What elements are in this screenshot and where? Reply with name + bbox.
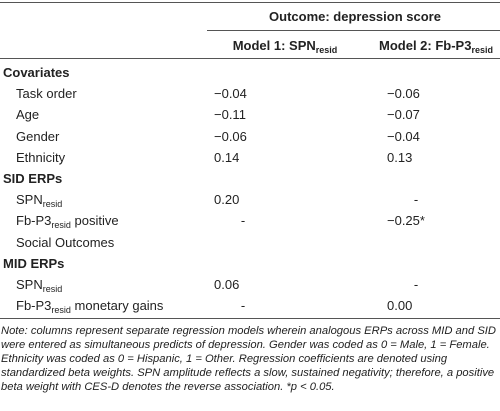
table-bottom-rule xyxy=(0,318,500,319)
cell-value: 0.06 xyxy=(214,277,240,292)
header-rule xyxy=(207,30,500,31)
cell-value: −0.25* xyxy=(387,213,425,229)
cell-value: - xyxy=(413,277,419,292)
row-label: Ethnicity xyxy=(16,149,66,165)
row-label: Task order xyxy=(16,86,77,102)
label-subscript: resid xyxy=(471,45,493,55)
header-title: Outcome: depression score xyxy=(269,9,441,24)
column-header: Model 1: SPNresid xyxy=(205,38,365,55)
cell-value: −0.11 xyxy=(214,107,246,123)
label-text: Fb-P3 xyxy=(16,298,52,314)
label-suffix: positive xyxy=(70,213,119,229)
row-label: Fb-P3resid positive xyxy=(16,213,119,231)
label-subscript: resid xyxy=(42,284,63,294)
row-label: Gender xyxy=(16,128,60,144)
group-label: MID ERPs xyxy=(3,255,65,271)
cell-value: - xyxy=(240,213,246,229)
cell-value: 0.20 xyxy=(214,192,240,208)
cell-value: −0.06 xyxy=(214,128,247,144)
row-label: Fb-P3resid monetary gains xyxy=(16,298,164,316)
label-subscript: resid xyxy=(51,305,71,316)
label-text: SPN xyxy=(16,277,43,292)
label-subscript: resid xyxy=(51,220,71,231)
label-text: Model 2: Fb-P3 xyxy=(379,38,472,53)
cell-value: - xyxy=(240,298,246,314)
cell-value: - xyxy=(413,192,419,208)
label-suffix: monetary gains xyxy=(70,298,164,314)
row-label: Age xyxy=(16,107,40,123)
label-text: SPN xyxy=(16,192,43,208)
label-subscript: resid xyxy=(315,45,338,55)
cell-value: 0.13 xyxy=(387,149,413,165)
column-header: Model 2: Fb-P3resid xyxy=(356,38,500,55)
row-label: SPNresid xyxy=(16,192,63,210)
cell-value: 0.14 xyxy=(214,149,240,165)
header-bottom-rule xyxy=(0,58,500,59)
group-label: Covariates xyxy=(3,65,70,80)
cell-value: 0.00 xyxy=(387,298,413,314)
label-text: Fb-P3 xyxy=(16,213,52,229)
top-rule xyxy=(0,2,500,3)
cell-value: −0.04 xyxy=(214,86,247,102)
row-label: Social Outcomes xyxy=(16,234,115,250)
cell-value: −0.04 xyxy=(387,128,420,144)
row-label: SPNresid xyxy=(16,277,63,294)
table-note: Note: columns represent separate regress… xyxy=(1,325,496,393)
group-label: SID ERPs xyxy=(3,171,63,186)
cell-value: −0.06 xyxy=(387,86,420,102)
cell-value: −0.07 xyxy=(387,107,420,123)
label-subscript: resid xyxy=(42,199,63,210)
label-text: Model 1: SPN xyxy=(232,38,316,53)
